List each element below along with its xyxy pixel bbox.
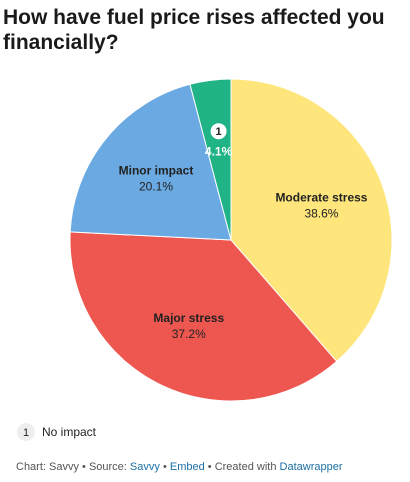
slice-value: 20.1%: [139, 179, 173, 193]
footer: Chart: Savvy • Source: Savvy • Embed • C…: [16, 461, 343, 473]
pie-slice: [230, 78, 393, 363]
legend-key: 1: [23, 427, 29, 439]
legend-label: No impact: [42, 425, 97, 439]
footer-embed[interactable]: Embed: [170, 461, 205, 473]
slice-value: 4.1%: [205, 144, 233, 158]
slice-label: Major stress: [153, 311, 224, 325]
legend-marker: [17, 423, 35, 441]
slice-value: 38.6%: [304, 206, 338, 220]
chart-title: How have fuel price rises affected you fi…: [3, 6, 385, 54]
pie-slice: [189, 78, 232, 241]
pie-slice: [69, 83, 232, 241]
slice-label: Minor impact: [119, 163, 194, 177]
footer-chart: Chart: Savvy: [16, 461, 79, 473]
footer-created: Created with: [215, 461, 277, 473]
slice-label: Moderate stress: [275, 190, 367, 204]
key-marker: [210, 123, 227, 140]
footer-source-link[interactable]: Savvy: [130, 461, 160, 473]
pie-slice: [69, 231, 338, 402]
footer-tool[interactable]: Datawrapper: [280, 461, 343, 473]
slice-value: 37.2%: [172, 327, 206, 341]
footer-source: Source:: [89, 461, 127, 473]
key-label: 1: [216, 126, 222, 138]
